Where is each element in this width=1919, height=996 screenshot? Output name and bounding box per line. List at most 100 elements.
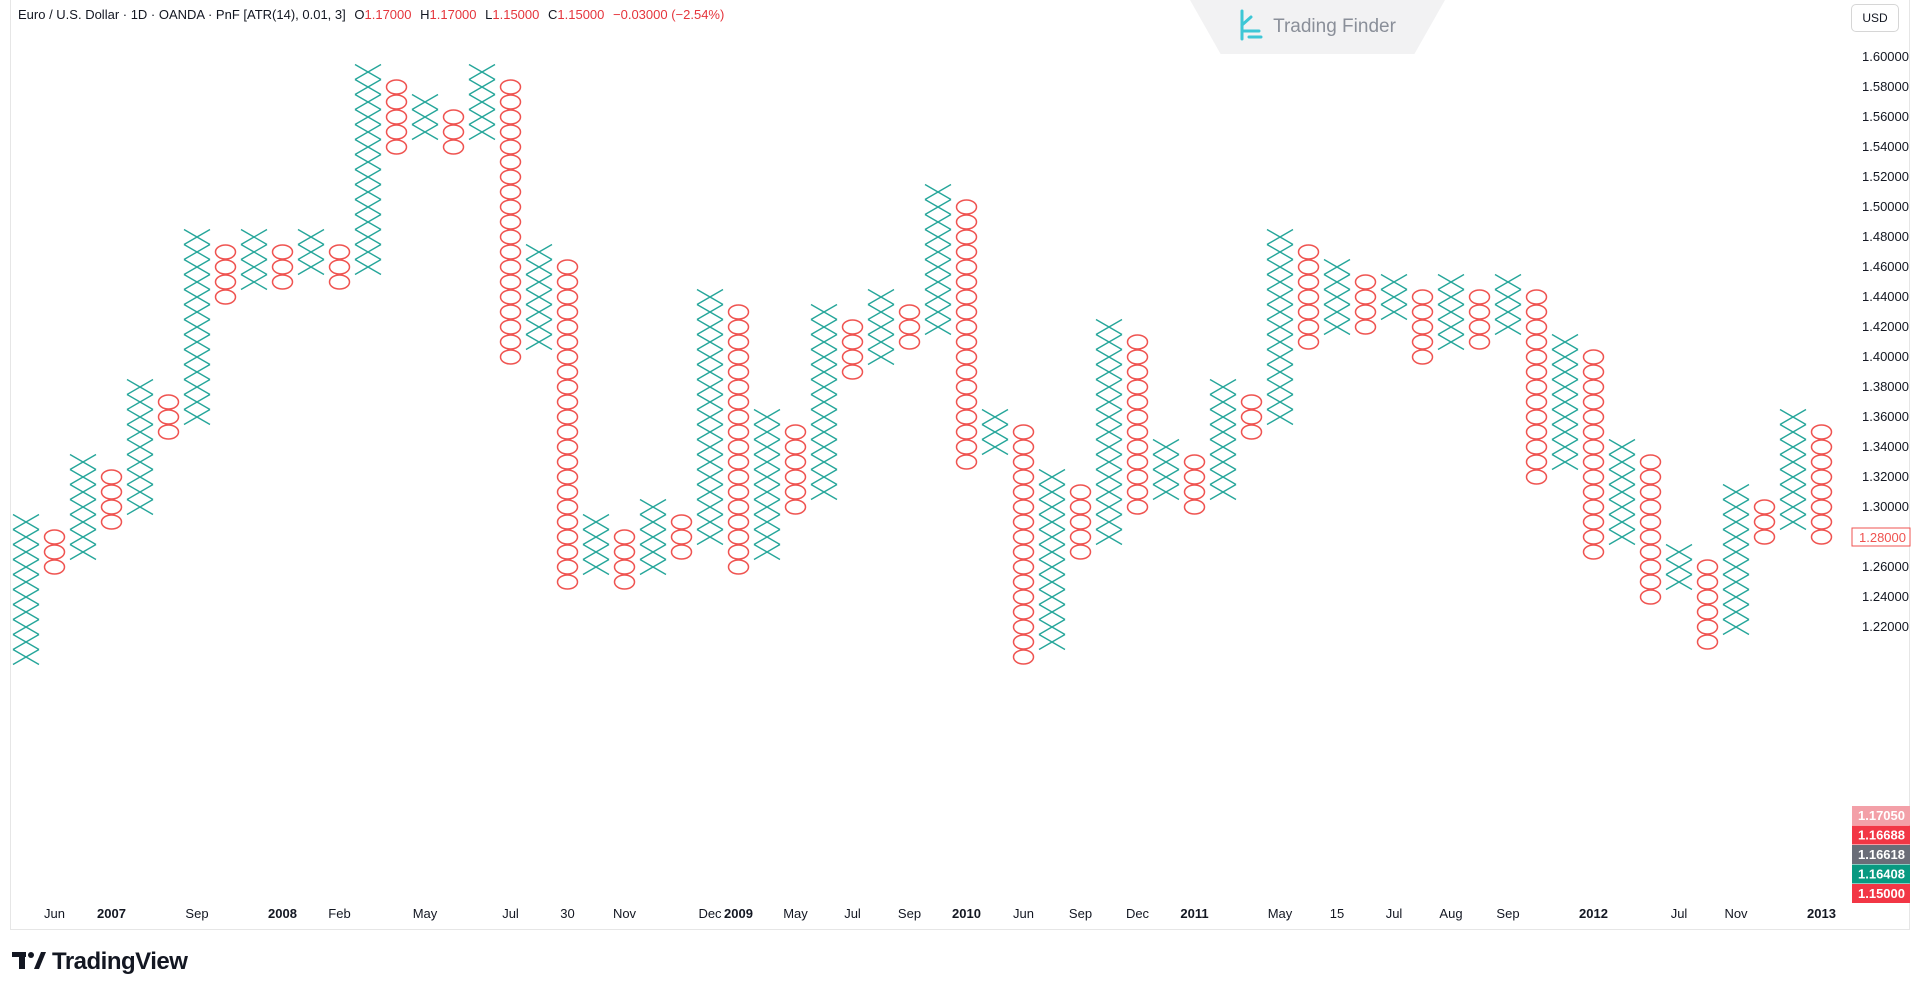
x-tick-label: Jun bbox=[1013, 906, 1034, 921]
o-box bbox=[1525, 439, 1548, 455]
o-box bbox=[556, 319, 579, 335]
x-box bbox=[810, 393, 838, 411]
x-box bbox=[183, 273, 211, 291]
o-box bbox=[1126, 484, 1149, 500]
x-box bbox=[126, 378, 154, 396]
x-box bbox=[354, 198, 382, 216]
o-box bbox=[499, 214, 522, 230]
tradingview-logo[interactable]: TradingView bbox=[12, 948, 188, 976]
o-box bbox=[1639, 529, 1662, 545]
o-box bbox=[1126, 349, 1149, 365]
x-box bbox=[810, 423, 838, 441]
x-tick-label: May bbox=[1268, 906, 1293, 921]
x-box bbox=[354, 108, 382, 126]
o-box bbox=[214, 289, 237, 305]
x-tick-label: 2009 bbox=[724, 906, 753, 921]
pnf-columns bbox=[12, 63, 1833, 666]
o-column bbox=[271, 244, 294, 290]
o-box bbox=[1639, 499, 1662, 515]
o-box bbox=[556, 364, 579, 380]
o-box bbox=[499, 289, 522, 305]
pnf-chart[interactable]: 1.60000 1.58000 1.56000 1.54000 1.52000 1.500… bbox=[0, 0, 1919, 930]
o-box bbox=[1639, 589, 1662, 605]
x-box bbox=[639, 543, 667, 561]
o-box bbox=[1012, 424, 1035, 440]
o-box bbox=[499, 139, 522, 155]
x-box bbox=[1608, 453, 1636, 471]
x-box bbox=[810, 438, 838, 456]
o-box bbox=[328, 274, 351, 290]
x-box bbox=[1722, 543, 1750, 561]
o-box bbox=[1411, 334, 1434, 350]
x-box bbox=[1608, 513, 1636, 531]
x-tick-label: 2011 bbox=[1180, 906, 1208, 921]
x-tick-label: 2007 bbox=[97, 906, 126, 921]
x-box bbox=[1038, 483, 1066, 501]
o-box bbox=[499, 319, 522, 335]
o-column bbox=[1810, 424, 1833, 545]
o-box bbox=[499, 304, 522, 320]
x-box bbox=[1266, 243, 1294, 261]
o-box bbox=[100, 514, 123, 530]
x-box bbox=[69, 468, 97, 486]
x-box bbox=[69, 498, 97, 516]
x-box bbox=[1095, 378, 1123, 396]
o-box bbox=[1639, 484, 1662, 500]
x-box bbox=[1209, 408, 1237, 426]
x-box bbox=[696, 438, 724, 456]
x-box bbox=[867, 288, 895, 306]
x-tick-label: Jul bbox=[1671, 906, 1688, 921]
o-box bbox=[1696, 574, 1719, 590]
x-box bbox=[354, 78, 382, 96]
o-box bbox=[385, 124, 408, 140]
x-box bbox=[696, 468, 724, 486]
currency-button[interactable]: USD bbox=[1851, 4, 1899, 32]
x-box bbox=[1095, 483, 1123, 501]
x-box bbox=[1095, 528, 1123, 546]
x-column bbox=[1323, 258, 1351, 336]
o-column bbox=[784, 424, 807, 515]
x-box bbox=[354, 183, 382, 201]
symbol-info: Euro / U.S. Dollar · 1D · OANDA · PnF [A… bbox=[18, 7, 346, 22]
x-box bbox=[12, 543, 40, 561]
x-box bbox=[1323, 273, 1351, 291]
x-box bbox=[1608, 483, 1636, 501]
x-box bbox=[1494, 288, 1522, 306]
o-box bbox=[1582, 379, 1605, 395]
x-column bbox=[525, 243, 553, 351]
symbol-legend[interactable]: Euro / U.S. Dollar · 1D · OANDA · PnF [A… bbox=[18, 7, 724, 22]
x-box bbox=[867, 303, 895, 321]
x-tick-label: Sep bbox=[1069, 906, 1092, 921]
o-box bbox=[1183, 499, 1206, 515]
o-box bbox=[1639, 514, 1662, 530]
o-box bbox=[499, 259, 522, 275]
o-box bbox=[1012, 499, 1035, 515]
low-label: L bbox=[485, 7, 493, 22]
x-box bbox=[696, 483, 724, 501]
x-box bbox=[1665, 573, 1693, 591]
o-box bbox=[1012, 529, 1035, 545]
o-box bbox=[1126, 364, 1149, 380]
o-box bbox=[955, 394, 978, 410]
x-box bbox=[183, 318, 211, 336]
x-box bbox=[1779, 423, 1807, 441]
o-box bbox=[1810, 469, 1833, 485]
o-box bbox=[727, 304, 750, 320]
o-box bbox=[499, 109, 522, 125]
x-box bbox=[696, 513, 724, 531]
close-value: 1.15000 bbox=[557, 7, 605, 22]
x-box bbox=[1095, 438, 1123, 456]
o-box bbox=[1012, 484, 1035, 500]
x-column bbox=[1494, 273, 1522, 336]
o-box bbox=[1012, 544, 1035, 560]
o-box bbox=[784, 439, 807, 455]
x-box bbox=[183, 228, 211, 246]
x-box bbox=[924, 228, 952, 246]
o-box bbox=[1297, 319, 1320, 335]
x-box bbox=[1779, 483, 1807, 501]
o-box bbox=[727, 364, 750, 380]
x-box bbox=[1038, 543, 1066, 561]
x-box bbox=[1266, 258, 1294, 276]
x-box bbox=[1209, 393, 1237, 411]
price-label-box bbox=[1852, 864, 1910, 884]
